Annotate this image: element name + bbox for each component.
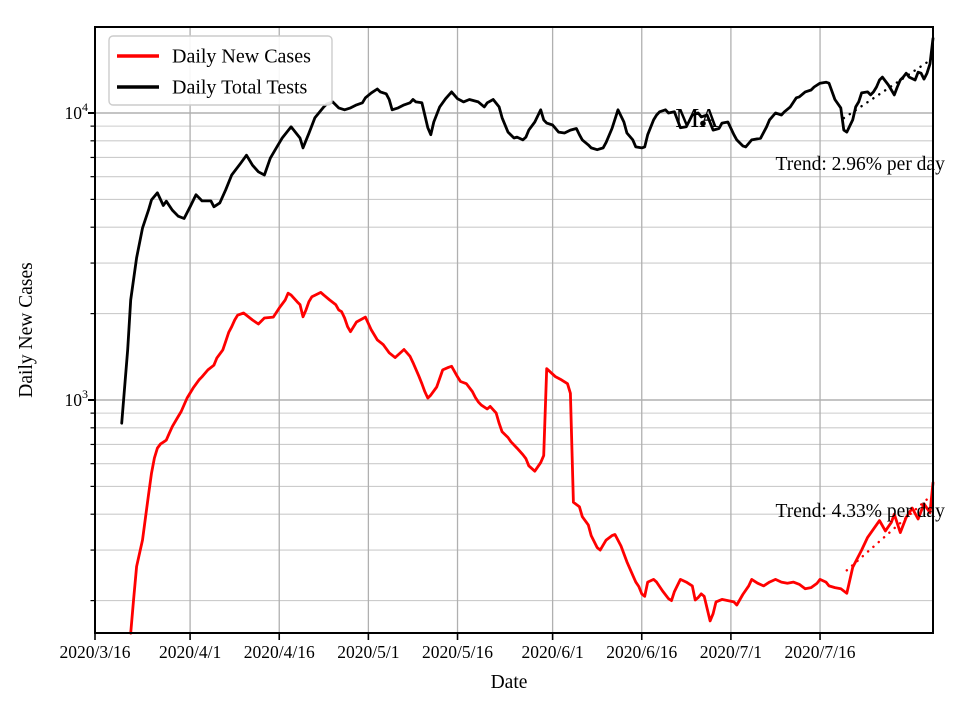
x-tick-label-2020-3-16: 2020/3/16 xyxy=(60,642,131,662)
y-tick-label-1e3: 103 xyxy=(65,387,89,410)
trend-lines: Trend: 2.96% per day Trend: 4.33% per day xyxy=(776,57,946,572)
x-tick-label-2020-4-1: 2020/4/1 xyxy=(159,642,221,662)
trend-line-daily-new-cases xyxy=(845,492,935,572)
plot-border xyxy=(94,26,934,634)
x-axis-title: Date xyxy=(491,672,528,693)
x-tick-label-2020-7-1: 2020/7/1 xyxy=(700,642,762,662)
annotation-marker-dot xyxy=(700,120,706,127)
x-tick-label-2020-4-16: 2020/4/16 xyxy=(244,642,315,662)
gridlines xyxy=(94,27,933,633)
legend-label-daily-total-tests: Daily Total Tests xyxy=(172,77,308,99)
legend-box xyxy=(108,35,333,106)
y-tick-label-1e4: 104 xyxy=(65,100,89,123)
x-tick-label-2020-6-16: 2020/6/16 xyxy=(606,642,677,662)
tick-labels: 2020/3/16 2020/4/1 2020/4/16 2020/5/1 2020/5… xyxy=(60,100,856,662)
annotations: MA xyxy=(675,103,719,133)
x-tick-label-2020-5-16: 2020/5/16 xyxy=(422,642,493,662)
trend-label-daily-total-tests: Trend: 2.96% per day xyxy=(776,154,946,175)
y-axis-title: Daily New Cases xyxy=(16,262,37,397)
legend: Daily New Cases Daily Total Tests xyxy=(108,35,333,106)
annotation-ma: MA xyxy=(675,103,719,133)
trend-line-daily-total-tests xyxy=(842,57,935,120)
x-tick-label-2020-5-1: 2020/5/1 xyxy=(337,642,399,662)
x-tick-label-2020-7-16: 2020/7/16 xyxy=(785,642,856,662)
series-daily-total-tests xyxy=(120,37,935,425)
series-lines xyxy=(120,37,935,635)
legend-label-daily-new-cases: Daily New Cases xyxy=(172,46,311,68)
x-tick-label-2020-6-1: 2020/6/1 xyxy=(521,642,583,662)
axis-ticks xyxy=(88,112,821,640)
trend-label-daily-new-cases: Trend: 4.33% per day xyxy=(776,501,946,522)
series-daily-new-cases xyxy=(129,290,935,635)
